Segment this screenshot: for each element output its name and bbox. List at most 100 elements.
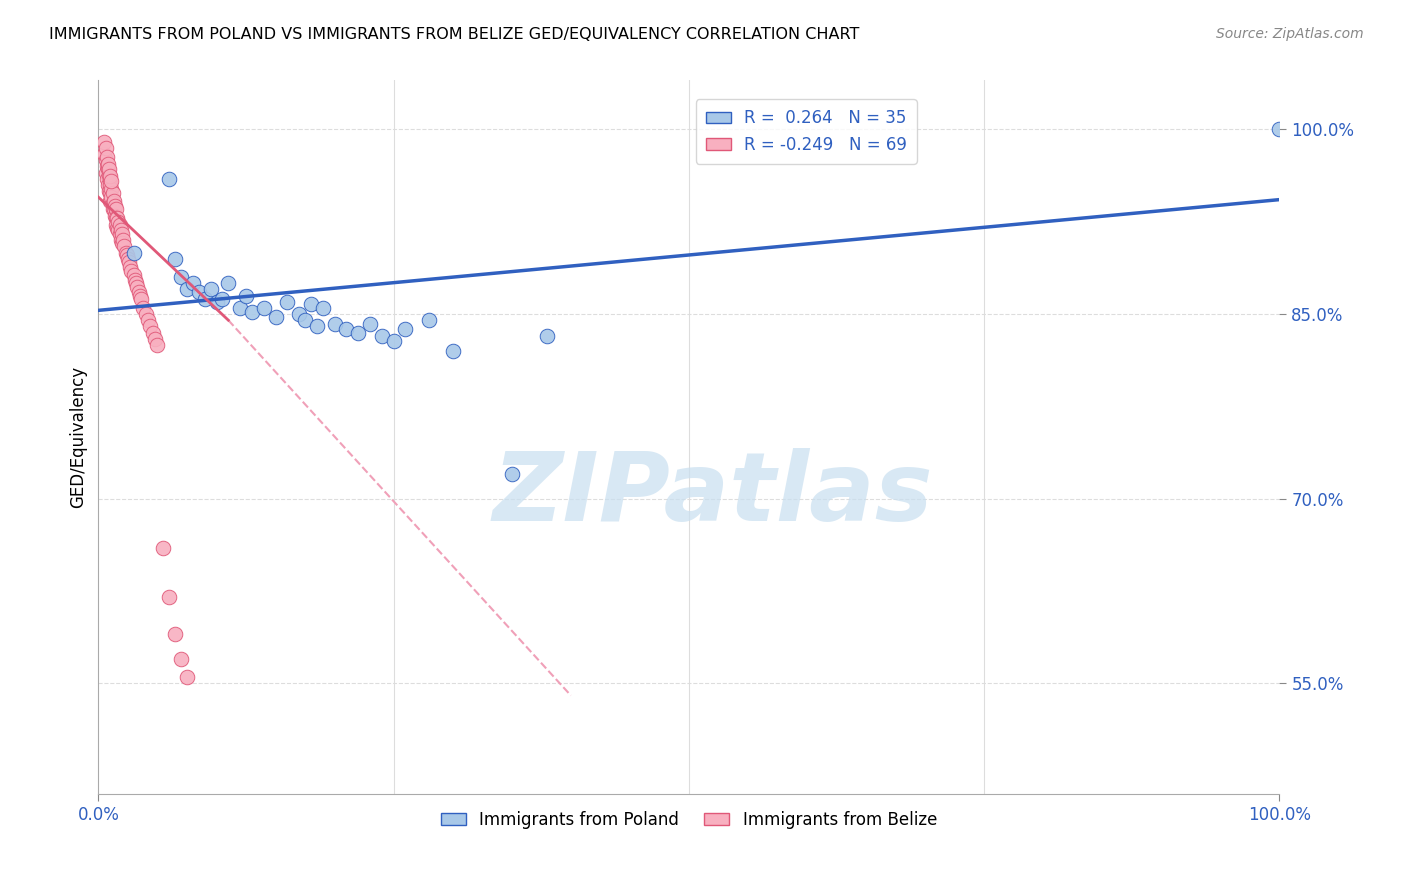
Point [118, 255, 141, 269]
Point [110, 233, 132, 247]
Point [98, 169, 121, 184]
Point [103, 194, 125, 208]
Point [194, 293, 217, 307]
Point [418, 313, 440, 327]
Point [165, 627, 187, 641]
Point [187, 285, 209, 299]
Point [157, 590, 180, 604]
Point [97, 157, 120, 171]
Point [103, 202, 125, 217]
Point [122, 245, 145, 260]
Point [111, 235, 134, 250]
Point [105, 202, 128, 217]
Text: Source: ZipAtlas.com: Source: ZipAtlas.com [1216, 27, 1364, 41]
Point [101, 186, 124, 201]
Point [94, 141, 117, 155]
Point [135, 307, 157, 321]
Point [347, 326, 370, 340]
Point [394, 322, 416, 336]
Point [323, 317, 346, 331]
Point [96, 160, 118, 174]
Y-axis label: GED/Equivalency: GED/Equivalency [69, 366, 87, 508]
Point [152, 541, 174, 555]
Point [105, 211, 128, 225]
Point [441, 343, 464, 358]
Point [94, 165, 117, 179]
Point [100, 181, 122, 195]
Point [122, 268, 145, 282]
Point [93, 147, 115, 161]
Point [98, 186, 121, 201]
Point [111, 227, 134, 241]
Point [100, 174, 122, 188]
Text: ZIPatlas: ZIPatlas [492, 448, 932, 541]
Point [98, 194, 121, 208]
Point [97, 178, 120, 192]
Point [121, 264, 143, 278]
Point [98, 178, 121, 192]
Point [105, 211, 128, 225]
Point [312, 301, 335, 315]
Point [170, 270, 193, 285]
Point [101, 202, 124, 217]
Point [299, 297, 322, 311]
Point [114, 245, 136, 260]
Point [211, 293, 233, 307]
Point [94, 153, 117, 168]
Point [536, 329, 558, 343]
Point [115, 248, 138, 262]
Point [98, 184, 121, 198]
Point [276, 294, 298, 309]
Point [128, 285, 150, 299]
Point [125, 277, 148, 291]
Point [181, 277, 204, 291]
Point [128, 288, 150, 302]
Point [132, 301, 155, 315]
Point [139, 319, 162, 334]
Legend: Immigrants from Poland, Immigrants from Belize: Immigrants from Poland, Immigrants from … [434, 805, 943, 836]
Point [108, 227, 131, 241]
Point [176, 670, 198, 684]
Point [176, 282, 198, 296]
Point [112, 233, 135, 247]
Text: IMMIGRANTS FROM POLAND VS IMMIGRANTS FROM BELIZE GED/EQUIVALENCY CORRELATION CHA: IMMIGRANTS FROM POLAND VS IMMIGRANTS FRO… [49, 27, 859, 42]
Point [143, 332, 166, 346]
Point [98, 161, 121, 176]
Point [382, 334, 405, 348]
Point [305, 319, 328, 334]
Point [170, 651, 193, 665]
Point [146, 338, 169, 352]
Point [107, 215, 129, 229]
Point [229, 301, 252, 315]
Point [235, 288, 257, 302]
Point [136, 313, 159, 327]
Point [165, 252, 187, 266]
Point [335, 322, 357, 336]
Point [96, 171, 118, 186]
Point [104, 199, 127, 213]
Point [107, 223, 129, 237]
Point [105, 219, 128, 233]
Point [108, 219, 131, 233]
Point [101, 196, 124, 211]
Point [104, 209, 127, 223]
Point [96, 150, 118, 164]
Point [124, 272, 146, 286]
Point [105, 221, 128, 235]
Point [501, 467, 523, 481]
Point [142, 326, 165, 340]
Point [98, 168, 121, 182]
Point [110, 223, 132, 237]
Point [129, 293, 152, 307]
Point [371, 329, 394, 343]
Point [253, 301, 276, 315]
Point [98, 171, 121, 186]
Point [157, 171, 180, 186]
Point [359, 317, 381, 331]
Point [97, 161, 120, 176]
Point [100, 190, 122, 204]
Point [1268, 122, 1291, 136]
Point [117, 252, 139, 266]
Point [288, 307, 311, 321]
Point [200, 282, 222, 296]
